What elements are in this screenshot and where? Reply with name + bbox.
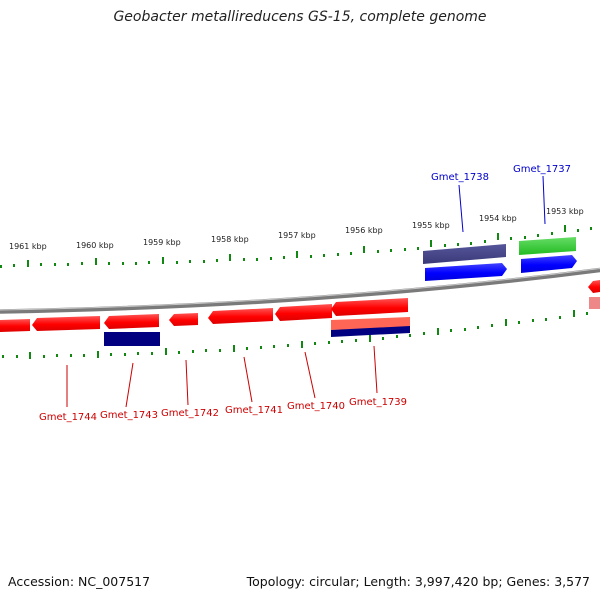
upper-tick-track bbox=[0, 225, 592, 268]
gene-label-leaders bbox=[66, 175, 546, 408]
cds-gmet-1741[interactable] bbox=[208, 308, 273, 324]
genome-backbone-highlight bbox=[0, 268, 600, 311]
kbp-label: 1959 kbp bbox=[143, 238, 181, 247]
kbp-label: 1954 kbp bbox=[479, 214, 517, 223]
cds-gmet-1742[interactable] bbox=[169, 313, 198, 326]
gene-label-gmet-1742[interactable]: Gmet_1742 bbox=[161, 408, 219, 419]
accession-info: Accession: NC_007517 bbox=[8, 574, 151, 589]
genome-backbone bbox=[0, 267, 600, 314]
cds-gmet-1740[interactable] bbox=[275, 304, 332, 321]
forward-strand-features bbox=[423, 237, 577, 281]
feature-gmet-1739-dark[interactable] bbox=[331, 326, 410, 337]
genome-summary: Topology: circular; Length: 3,997,420 bp… bbox=[246, 574, 590, 589]
reverse-strand-features bbox=[0, 280, 600, 346]
feature-gmet-1736-partial[interactable] bbox=[589, 297, 600, 309]
gene-label-gmet-1738[interactable]: Gmet_1738 bbox=[431, 172, 489, 183]
feature-gmet-1743[interactable] bbox=[104, 332, 160, 346]
kbp-label: 1957 kbp bbox=[278, 231, 316, 240]
gene-label-gmet-1741[interactable]: Gmet_1741 bbox=[225, 405, 283, 416]
kbp-label: 1958 kbp bbox=[211, 235, 249, 244]
genome-title: Geobacter metallireducens GS-15, complet… bbox=[113, 9, 487, 25]
cds-gmet-1738[interactable] bbox=[425, 263, 507, 281]
kbp-label: 1955 kbp bbox=[412, 221, 450, 230]
gene-label-gmet-1743[interactable]: Gmet_1743 bbox=[100, 410, 158, 421]
gene-label-gmet-1739[interactable]: Gmet_1739 bbox=[349, 397, 407, 408]
kbp-scale-labels: 1961 kbp 1960 kbp 1959 kbp 1958 kbp 1957… bbox=[9, 207, 584, 251]
cds-gmet-1737[interactable] bbox=[521, 255, 577, 273]
feature-gmet-1738[interactable] bbox=[423, 244, 506, 264]
feature-gmet-1737[interactable] bbox=[519, 237, 576, 255]
gene-label-gmet-1744[interactable]: Gmet_1744 bbox=[39, 412, 97, 423]
kbp-label: 1960 kbp bbox=[76, 241, 114, 250]
cds-gmet-1745-partial[interactable] bbox=[0, 319, 30, 332]
kbp-label: 1961 kbp bbox=[9, 242, 47, 251]
lower-tick-track bbox=[2, 310, 588, 359]
kbp-label: 1956 kbp bbox=[345, 226, 383, 235]
cds-gmet-1736-partial[interactable] bbox=[588, 280, 600, 293]
gene-label-gmet-1737[interactable]: Gmet_1737 bbox=[513, 164, 571, 175]
cds-gmet-1744[interactable] bbox=[32, 316, 100, 331]
gene-label-gmet-1740[interactable]: Gmet_1740 bbox=[287, 401, 345, 412]
feature-gmet-1739[interactable] bbox=[331, 317, 410, 330]
cds-gmet-1739[interactable] bbox=[331, 298, 408, 316]
gene-labels: Gmet_1744 Gmet_1743 Gmet_1742 Gmet_1741 … bbox=[39, 164, 571, 423]
kbp-label: 1953 kbp bbox=[546, 207, 584, 216]
cds-gmet-1743[interactable] bbox=[104, 314, 159, 329]
